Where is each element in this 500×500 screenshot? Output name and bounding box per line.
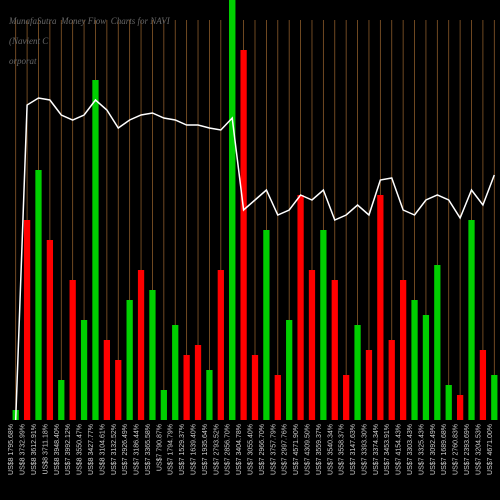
x-axis-label: US$8 3711.18% [42,424,49,474]
bar [343,375,349,420]
x-axis-label: US$7 3404.78% [236,424,243,475]
bar [434,265,440,420]
x-axis-label: US$8 3732.99% [20,424,27,475]
x-axis-label: US$7 2926.49% [122,424,129,475]
bar [252,355,258,420]
x-axis-label: US$7 3204.53% [475,424,482,475]
bar [263,230,269,420]
bar [206,370,212,420]
chart-title: MunafaSutra Money Flow Charts for NAVI (… [0,6,500,76]
x-axis-label: US$7 2997.76% [282,424,289,475]
x-axis-label: US$7 4571.90% [293,424,300,475]
bar [366,350,372,420]
bar [92,80,98,420]
x-axis-label: US$7 790.87% [156,424,163,471]
x-axis-label: US$7 1794.79% [168,424,175,475]
x-axis-label: US$7 2793.52% [213,424,220,475]
x-axis-label: US$8 3550.47% [77,424,84,475]
bar [377,195,383,420]
bar [24,220,30,420]
bar [389,340,395,420]
x-axis-label: US$7 4154.43% [396,424,403,475]
x-axis-label: US$8 3948.40% [54,424,61,475]
bar [70,280,76,420]
x-axis-label: US$7 3393.30% [361,424,368,475]
title-segment-3: orporat [9,56,37,66]
x-axis-label: US$7 2393.69% [464,424,471,475]
x-axis-label: US$7 3147.63% [350,424,357,475]
bar [446,385,452,420]
x-axis-label: US$8 3427.77% [88,424,95,475]
x-axis-label: US$7 2966.70% [259,424,266,475]
bar [332,280,338,420]
bar [286,320,292,420]
x-axis-label: US$7 3132.52% [111,424,118,475]
x-axis-label: US$7 3558.37% [339,424,346,475]
bar [480,350,486,420]
title-segment-2: (Navient C [9,36,48,46]
bar [218,270,224,420]
x-axis-label: US$7 3055.40% [248,424,255,475]
bar [81,320,87,420]
title-segment-1: MunafaSutra Money Flow Charts for NAVI [9,16,170,26]
bar [320,230,326,420]
x-axis-label: US$7 3303.43% [407,424,414,475]
bar [58,380,64,420]
x-axis-label: US$7 3186.44% [134,424,141,475]
bar [411,300,417,420]
bar [297,195,303,420]
bar [47,240,53,420]
x-axis-label: US$7 4671.00% [487,424,494,475]
x-axis-label: US$7 2856.70% [225,424,232,475]
x-axis-label: US$7 1689.68% [441,424,448,475]
bar [195,345,201,420]
bar [115,360,121,420]
bar [240,50,246,420]
x-axis-label: US$7 3374.34% [373,424,380,475]
bar [468,220,474,420]
x-axis-label: US$7 3559.37% [316,424,323,475]
bar [491,375,497,420]
x-axis-label: US$8 3104.61% [99,424,106,475]
x-axis-label: US$7 3540.34% [327,424,334,475]
x-axis-label: US$7 1935.64% [202,424,209,475]
bar [172,325,178,420]
x-axis-label: US$7 3365.58% [145,424,152,475]
x-axis-label: US$8 1795.68% [8,424,15,475]
money-flow-chart: MunafaSutra Money Flow Charts for NAVI (… [0,0,500,500]
x-axis-label: US$7 1639.40% [191,424,198,475]
bar [161,390,167,420]
bar [400,280,406,420]
bar [457,395,463,420]
x-axis-label: US$8 3612.91% [31,424,38,475]
x-axis-label: US$7 2760.83% [453,424,460,475]
x-axis-label: US$7 3992.12% [65,424,72,475]
x-axis-label: US$7 3757.79% [270,424,277,475]
x-axis-label: US$7 1529.37% [179,424,186,475]
bar [423,315,429,420]
x-axis-label: US$7 4309.50% [304,424,311,475]
bar [354,325,360,420]
bar [309,270,315,420]
bar [275,375,281,420]
bar [104,340,110,420]
x-axis-label: US$7 3092.49% [430,424,437,475]
bar [149,290,155,420]
bar [127,300,133,420]
bar [138,270,144,420]
x-axis-label: US$7 3325.43% [418,424,425,475]
x-axis-label: US$7 3453.91% [384,424,391,475]
bar [183,355,189,420]
bar [35,170,41,420]
